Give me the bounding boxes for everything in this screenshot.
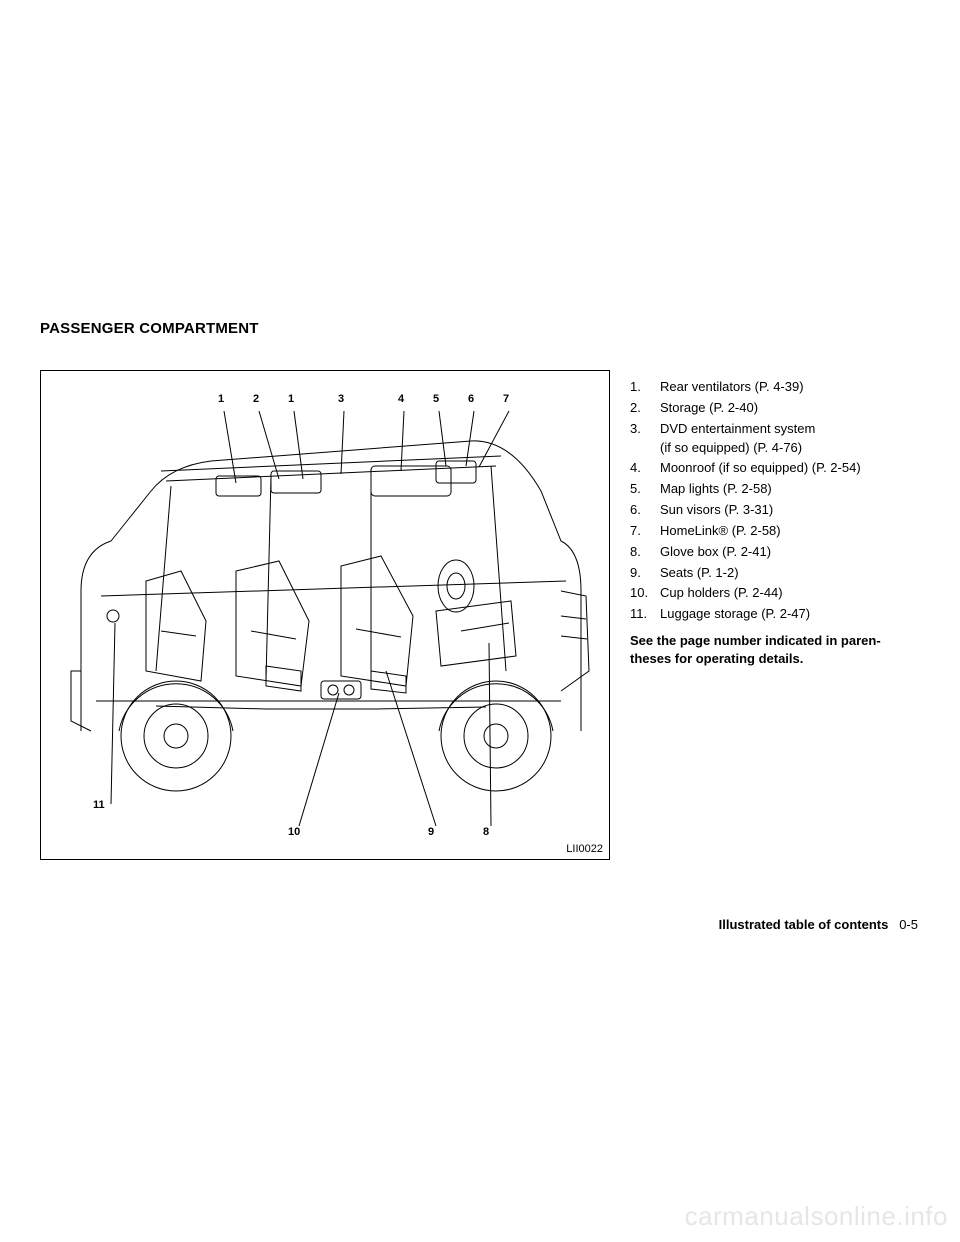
list-item: 9.Seats (P. 1-2) <box>630 564 930 583</box>
section-title: PASSENGER COMPARTMENT <box>40 320 259 337</box>
callout-11: 11 <box>93 799 105 811</box>
callout-9: 9 <box>428 826 434 838</box>
list-item: 11.Luggage storage (P. 2-47) <box>630 605 930 624</box>
callout-7: 7 <box>503 393 509 405</box>
callout-1b: 1 <box>288 393 294 405</box>
callout-3: 3 <box>338 393 344 405</box>
list-item: 5.Map lights (P. 2-58) <box>630 480 930 499</box>
callout-4: 4 <box>398 393 404 405</box>
callout-1a: 1 <box>218 393 224 405</box>
footer-title: Illustrated table of contents <box>719 917 889 932</box>
list-item: 3.DVD entertainment system <box>630 420 930 439</box>
list-item: 6.Sun visors (P. 3-31) <box>630 501 930 520</box>
list-item: 7.HomeLink® (P. 2-58) <box>630 522 930 541</box>
list-item: 10.Cup holders (P. 2-44) <box>630 584 930 603</box>
list-item: 2.Storage (P. 2-40) <box>630 399 930 418</box>
parts-list: 1.Rear ventilators (P. 4-39) 2.Storage (… <box>630 378 930 667</box>
manual-page: PASSENGER COMPARTMENT <box>0 0 960 1242</box>
see-note: See the page number indicated in paren- … <box>630 632 930 667</box>
callout-2: 2 <box>253 393 259 405</box>
page-footer: Illustrated table of contents 0-5 <box>719 917 918 932</box>
figure-box: 1 2 1 3 4 5 6 7 11 10 9 8 LII0022 <box>40 370 610 860</box>
figure-label: LII0022 <box>566 843 603 855</box>
list-item: 8.Glove box (P. 2-41) <box>630 543 930 562</box>
list-item-sub: (if so equipped) (P. 4-76) <box>630 439 930 458</box>
footer-page-number: 0-5 <box>899 917 918 932</box>
callout-8: 8 <box>483 826 489 838</box>
list-item: 1.Rear ventilators (P. 4-39) <box>630 378 930 397</box>
callout-10: 10 <box>288 826 300 838</box>
vehicle-illustration <box>41 371 611 861</box>
list-item: 4.Moonroof (if so equipped) (P. 2-54) <box>630 459 930 478</box>
watermark: carmanualsonline.info <box>685 1201 948 1232</box>
callout-6: 6 <box>468 393 474 405</box>
callout-5: 5 <box>433 393 439 405</box>
